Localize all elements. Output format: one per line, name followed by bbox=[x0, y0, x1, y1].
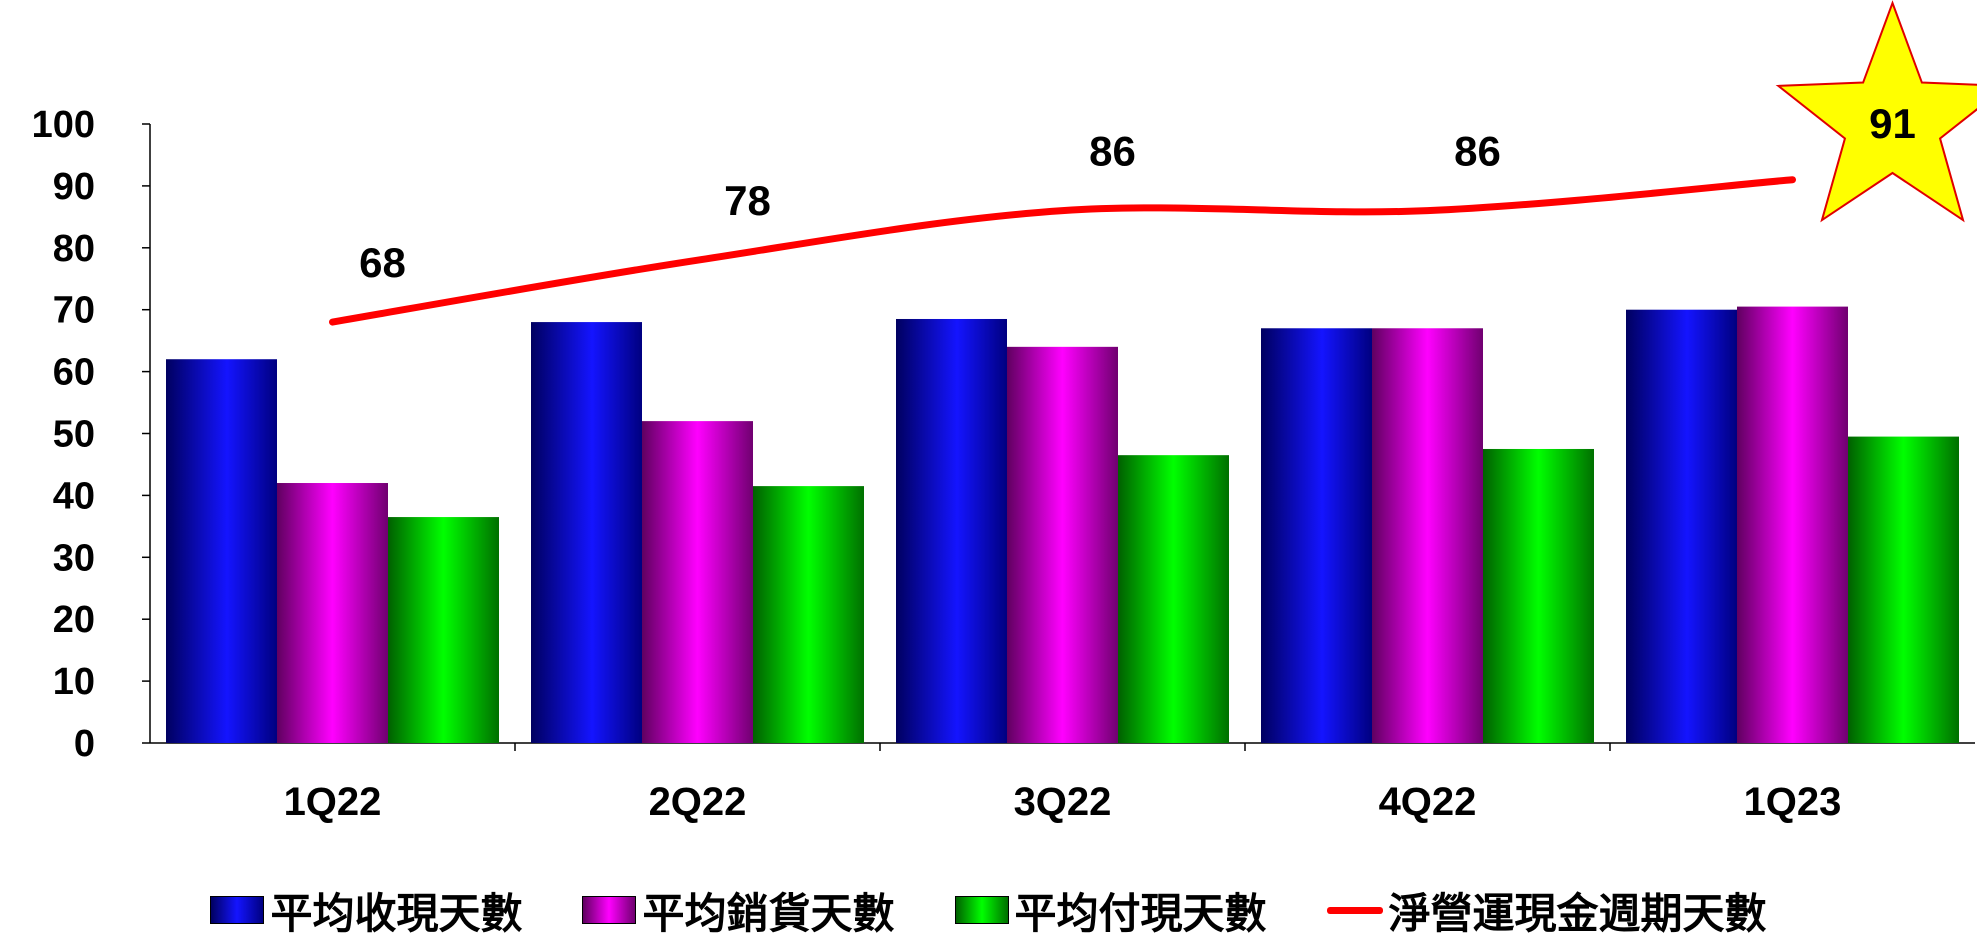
highlight-star bbox=[1775, 0, 1977, 223]
bar-series-1 bbox=[277, 483, 388, 743]
legend-label-series-1: 平均銷貨天數 bbox=[642, 888, 895, 938]
data-label: 86 bbox=[1089, 128, 1136, 175]
bar-series-2 bbox=[1483, 448, 1594, 743]
axes: 0 10 20 30 40 50 60 70 80 90 100 1Q22 2Q22 3Q22 4Q22 1Q… bbox=[32, 104, 1975, 824]
y-tick-label: 30 bbox=[53, 537, 95, 579]
star-shape bbox=[1775, 0, 1977, 223]
y-tick-label: 40 bbox=[53, 475, 95, 517]
bar-series-1 bbox=[1737, 306, 1848, 743]
bar-series-0 bbox=[1626, 309, 1737, 743]
y-tick-label: 20 bbox=[53, 599, 95, 641]
line-series-path bbox=[329, 176, 1796, 326]
x-tick-label: 2Q22 bbox=[649, 780, 747, 824]
bar-series-0 bbox=[166, 359, 277, 743]
bar-series-0 bbox=[896, 318, 1007, 743]
y-tick-label: 100 bbox=[32, 104, 95, 146]
bar-series-1 bbox=[1007, 346, 1118, 743]
legend-swatch-series-2 bbox=[954, 896, 1009, 924]
data-label: 78 bbox=[724, 177, 771, 224]
x-tick-label: 1Q22 bbox=[284, 780, 382, 824]
legend: 平均收現天數 平均銷貨天數 平均付現天數 淨營運現金週期天數 bbox=[0, 880, 1977, 940]
data-labels: 68 78 86 86 91 bbox=[359, 100, 1916, 286]
legend-swatch-series-1 bbox=[582, 896, 637, 924]
y-tick-label: 70 bbox=[53, 290, 95, 332]
legend-swatch-series-0 bbox=[210, 896, 265, 924]
y-tick-label: 50 bbox=[53, 414, 95, 456]
legend-item-series-2: 平均付現天數 bbox=[954, 880, 1267, 941]
x-tick-label: 1Q23 bbox=[1744, 780, 1842, 824]
y-tick-label: 0 bbox=[74, 723, 95, 765]
y-tick-label: 60 bbox=[53, 352, 95, 394]
legend-label-series-2: 平均付現天數 bbox=[1014, 888, 1267, 938]
legend-label-series-0: 平均收現天數 bbox=[270, 888, 523, 938]
legend-item-line-series: 淨營運現金週期天數 bbox=[1326, 880, 1767, 941]
bar-series-1 bbox=[642, 421, 753, 743]
y-tick-label: 90 bbox=[53, 166, 95, 208]
bar-series-1 bbox=[1372, 328, 1483, 743]
y-tick-label: 80 bbox=[53, 228, 95, 270]
line-series bbox=[329, 176, 1796, 326]
legend-swatch-line-series bbox=[1326, 906, 1383, 914]
data-label: 91 bbox=[1869, 100, 1916, 147]
bars bbox=[166, 306, 1959, 743]
bar-series-0 bbox=[531, 322, 642, 743]
data-label: 86 bbox=[1454, 128, 1501, 175]
bar-series-0 bbox=[1261, 328, 1372, 743]
x-tick-label: 3Q22 bbox=[1014, 780, 1112, 824]
bar-series-2 bbox=[753, 486, 864, 743]
y-tick-label: 10 bbox=[53, 661, 95, 703]
bar-series-2 bbox=[1118, 455, 1229, 743]
legend-label-line-series: 淨營運現金週期天數 bbox=[1388, 888, 1767, 938]
legend-item-series-0: 平均收現天數 bbox=[210, 880, 522, 941]
data-label: 68 bbox=[359, 239, 406, 286]
bar-series-2 bbox=[1848, 436, 1959, 743]
bar-series-2 bbox=[388, 517, 499, 743]
legend-item-series-1: 平均銷貨天數 bbox=[582, 880, 895, 941]
x-tick-label: 4Q22 bbox=[1379, 780, 1477, 824]
